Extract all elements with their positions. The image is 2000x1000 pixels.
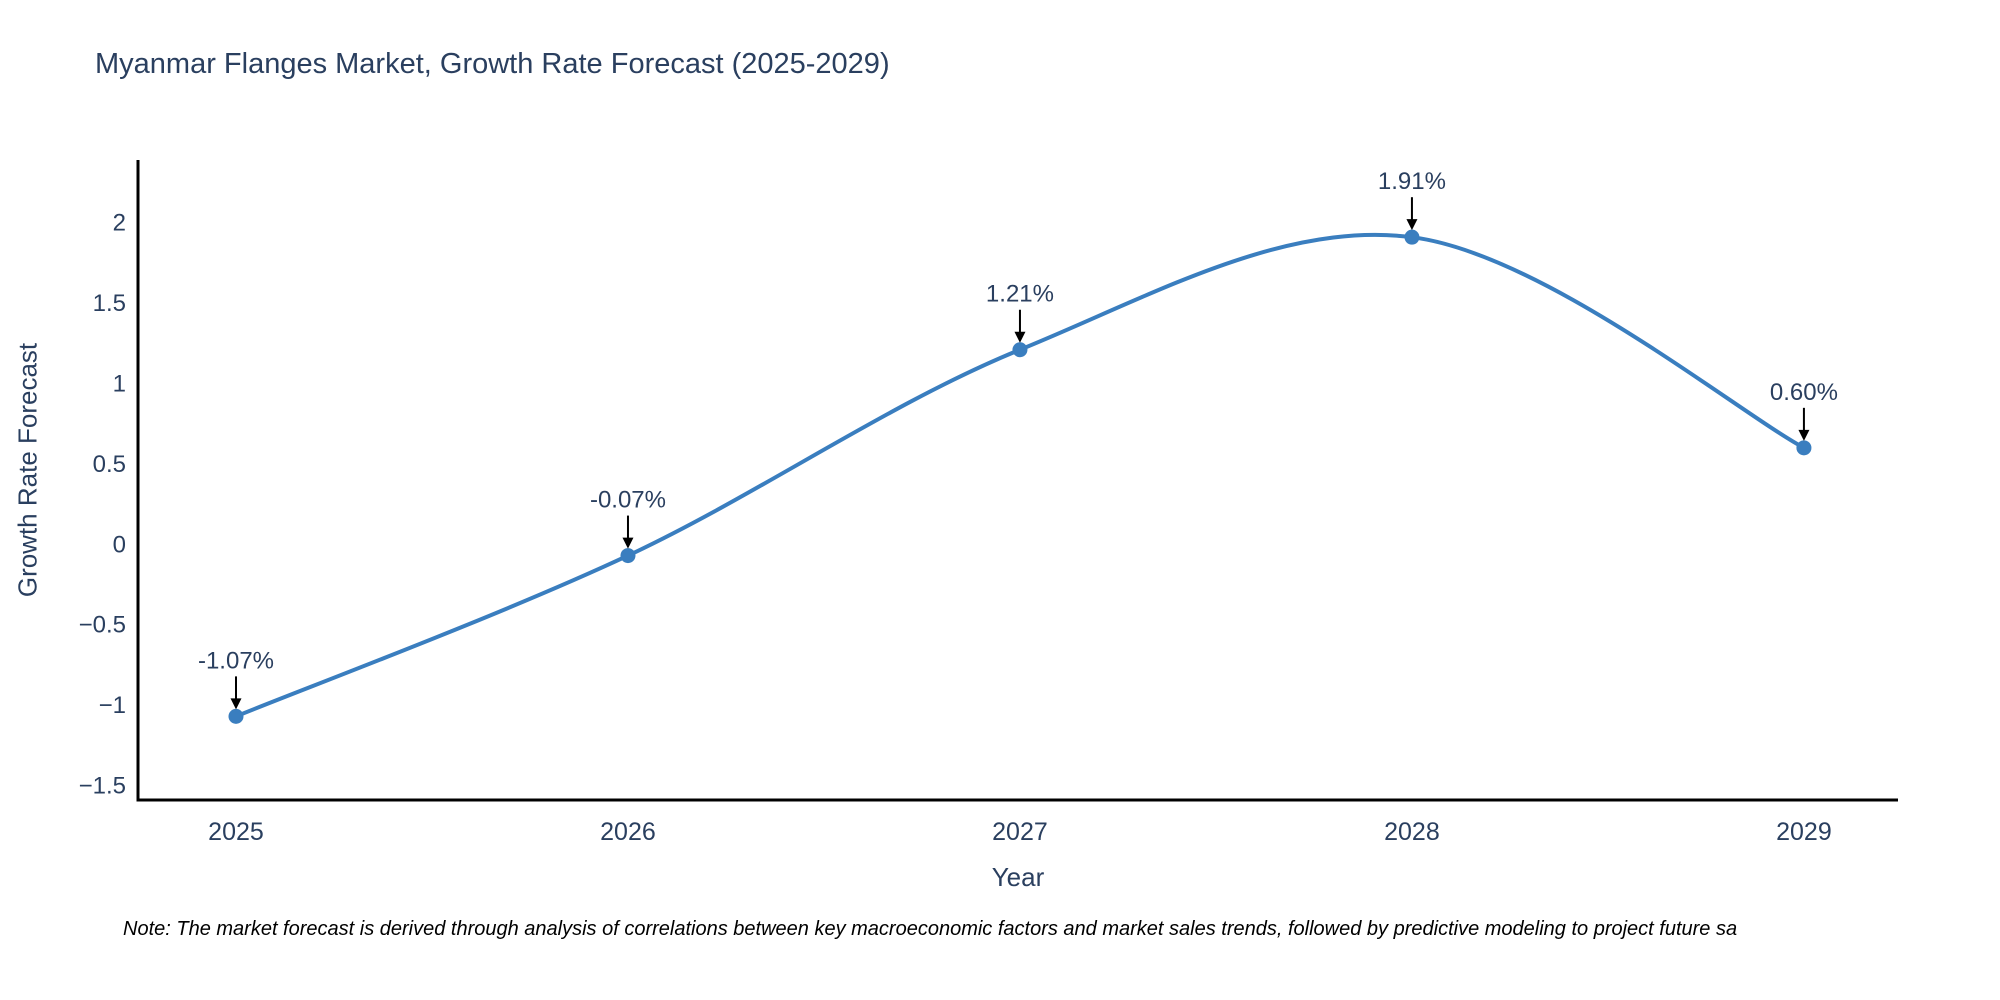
x-tick-label: 2029 bbox=[1776, 818, 1832, 846]
y-tick-label: −0.5 bbox=[79, 612, 126, 639]
y-tick-label: 2 bbox=[113, 210, 126, 237]
y-tick-label: −1.5 bbox=[79, 773, 126, 800]
annotation-arrowhead bbox=[1798, 429, 1810, 441]
y-tick-label: 0 bbox=[113, 531, 126, 558]
data-point-label: 1.91% bbox=[1378, 168, 1446, 195]
x-tick-label: 2026 bbox=[600, 818, 656, 846]
x-tick-label: 2025 bbox=[208, 818, 264, 846]
y-tick-label: 1 bbox=[113, 371, 126, 398]
annotation-arrowhead bbox=[622, 537, 634, 549]
data-point-marker bbox=[1796, 440, 1812, 456]
y-tick-label: 1.5 bbox=[93, 290, 126, 317]
annotation-arrowhead bbox=[230, 698, 242, 710]
data-point-label: -0.07% bbox=[590, 487, 666, 514]
footnote: Note: The market forecast is derived thr… bbox=[123, 918, 1738, 940]
data-point-marker bbox=[228, 708, 244, 724]
data-point-label: -1.07% bbox=[198, 647, 274, 674]
annotation-arrowhead bbox=[1406, 219, 1418, 231]
x-axis-title: Year bbox=[991, 862, 1045, 892]
data-point-marker bbox=[1012, 342, 1028, 358]
data-point-label: 1.21% bbox=[986, 281, 1054, 308]
y-tick-label: −1 bbox=[99, 692, 126, 719]
y-tick-label: 0.5 bbox=[93, 451, 126, 478]
x-tick-label: 2028 bbox=[1384, 818, 1440, 846]
chart-title: Myanmar Flanges Market, Growth Rate Fore… bbox=[95, 48, 890, 80]
data-point-marker bbox=[1404, 229, 1420, 245]
x-tick-label: 2027 bbox=[992, 818, 1048, 846]
data-point-label: 0.60% bbox=[1770, 379, 1838, 406]
annotation-arrowhead bbox=[1014, 331, 1026, 343]
data-point-marker bbox=[620, 548, 636, 564]
